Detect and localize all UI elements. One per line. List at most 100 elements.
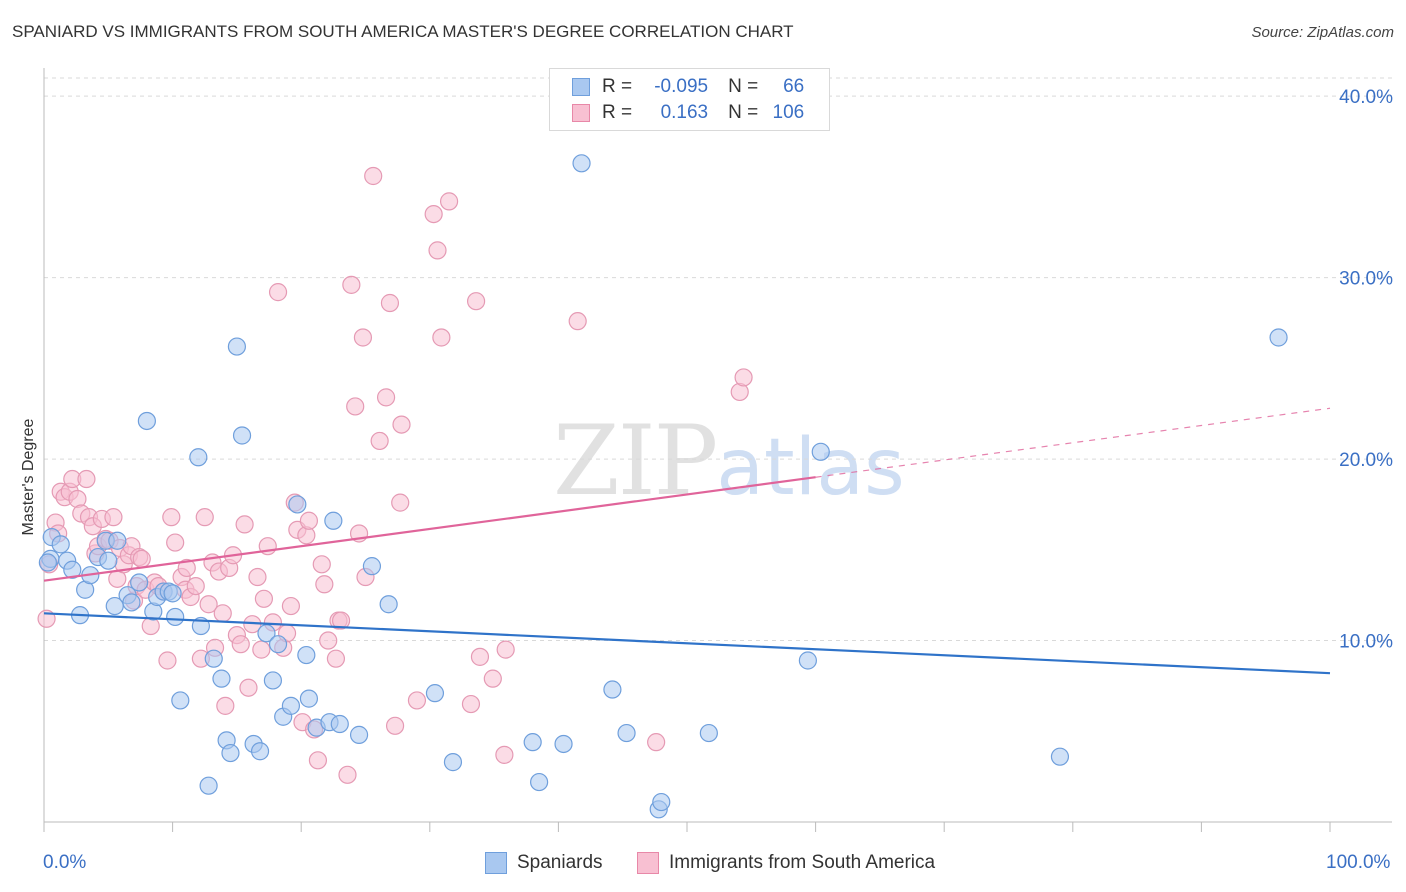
spaniard-point	[1050, 747, 1070, 766]
spaniard-point	[288, 495, 307, 514]
legend-r-label: R =	[602, 76, 633, 97]
spaniard-point	[530, 772, 549, 792]
spaniard-point	[51, 535, 70, 554]
immigrant-point	[299, 511, 319, 530]
immigrant-point	[407, 691, 427, 710]
correlation-legend: R = -0.095 N = 66 R = 0.163 N = 106	[549, 68, 830, 131]
immigrant-point	[338, 765, 357, 784]
spaniard-point	[554, 734, 573, 754]
spaniard-point	[171, 691, 190, 710]
legend-row-immigrants: R = 0.163 N = 106	[572, 101, 804, 125]
spaniard-point	[232, 426, 252, 445]
immigrant-point	[166, 533, 185, 552]
bottom-legend-swatch-pink	[637, 852, 659, 874]
spaniard-point	[324, 511, 343, 530]
y-tick-label: 20.0%	[1339, 450, 1393, 471]
spaniard-point	[299, 689, 319, 708]
immigrant-point	[370, 431, 389, 451]
bottom-legend-label-immigrants: Immigrants from South America	[669, 852, 936, 873]
spaniard-point	[1269, 328, 1288, 347]
immigrant-point	[308, 751, 328, 770]
immigrant-point	[483, 669, 502, 688]
immigrant-point	[470, 647, 490, 666]
spaniard-point	[38, 553, 57, 572]
y-tick-label: 40.0%	[1339, 87, 1393, 108]
y-tick-label: 10.0%	[1339, 632, 1393, 653]
y-axis-label-wrap: Master's Degree	[14, 380, 44, 580]
spaniard-point	[199, 776, 218, 795]
spaniard-point	[330, 714, 349, 734]
spaniard-point	[227, 337, 246, 356]
immigrant-point	[248, 567, 267, 587]
x-tick-label-max: 100.0%	[1326, 852, 1391, 873]
legend-r-value: 0.163	[660, 102, 709, 123]
immigrant-point	[461, 694, 481, 714]
legend-n-label: N =	[728, 102, 759, 123]
immigrant-point	[424, 204, 443, 224]
spaniard-point	[163, 584, 182, 603]
immigrant-point	[346, 397, 365, 416]
legend-r-value: -0.095	[654, 76, 709, 97]
bottom-legend-spaniards: Spaniards	[485, 852, 603, 874]
y-axis-label: Master's Degree	[20, 418, 37, 536]
spaniard-point	[443, 753, 463, 772]
zipatlas-watermark: ZIPatlas	[553, 405, 905, 517]
spaniard-point	[108, 531, 127, 550]
immigrant-point	[466, 292, 486, 311]
immigrant-point	[213, 604, 232, 623]
spaniard-point	[99, 551, 118, 570]
spaniard-point	[221, 743, 240, 763]
immigrant-point	[231, 635, 250, 654]
immigrant-point	[312, 555, 331, 574]
immigrant-point	[252, 640, 271, 659]
spaniard-point	[268, 635, 288, 654]
spaniard-point	[166, 607, 185, 627]
immigrant-point	[326, 649, 346, 668]
immigrant-point	[439, 192, 459, 211]
legend-swatch-pink	[572, 104, 590, 122]
immigrant-point	[132, 549, 151, 568]
legend-n-value: 66	[783, 76, 805, 97]
immigrant-point	[216, 696, 235, 715]
immigrant-point	[239, 678, 258, 697]
bottom-legend-label-spaniards: Spaniards	[517, 852, 603, 873]
immigrant-point	[281, 596, 301, 616]
immigrant-point	[104, 508, 123, 527]
spaniard-point	[798, 651, 817, 670]
immigrant-point	[353, 328, 373, 347]
legend-swatch-blue	[572, 78, 590, 96]
spaniard-point	[349, 725, 369, 744]
watermark-zip: ZIP	[553, 405, 718, 517]
watermark-atlas: atlas	[716, 423, 905, 513]
spaniard-point	[297, 645, 316, 665]
immigrants-trendline	[43, 476, 816, 582]
spaniard-point	[212, 669, 231, 688]
x-tick-label-min: 0.0%	[43, 852, 87, 873]
spaniard-point	[362, 557, 382, 576]
legend-r-label: R =	[602, 102, 633, 123]
spaniard-point	[652, 792, 671, 812]
immigrant-point	[428, 241, 447, 260]
spaniard-point	[63, 560, 82, 579]
immigrant-point	[496, 640, 515, 659]
chart-title: SPANIARD VS IMMIGRANTS FROM SOUTH AMERIC…	[12, 22, 794, 41]
immigrant-point	[734, 368, 753, 387]
spaniard-point	[281, 696, 301, 715]
immigrants-trendline-extension	[815, 407, 1331, 478]
chart-source: Source: ZipAtlas.com	[1251, 24, 1394, 41]
immigrant-point	[158, 651, 177, 670]
immigrant-point	[385, 716, 405, 735]
spaniard-point	[425, 684, 445, 703]
y-tick-label: 30.0%	[1339, 269, 1393, 290]
immigrant-point	[331, 611, 351, 630]
spaniard-point	[603, 680, 622, 699]
spaniard-point	[204, 649, 223, 668]
spaniard-point	[617, 723, 636, 743]
immigrant-point	[342, 275, 361, 294]
spaniard-point	[572, 154, 591, 173]
spaniard-point	[137, 411, 156, 431]
immigrant-point	[392, 415, 411, 434]
immigrant-point	[254, 589, 274, 608]
spaniard-point	[130, 573, 149, 592]
